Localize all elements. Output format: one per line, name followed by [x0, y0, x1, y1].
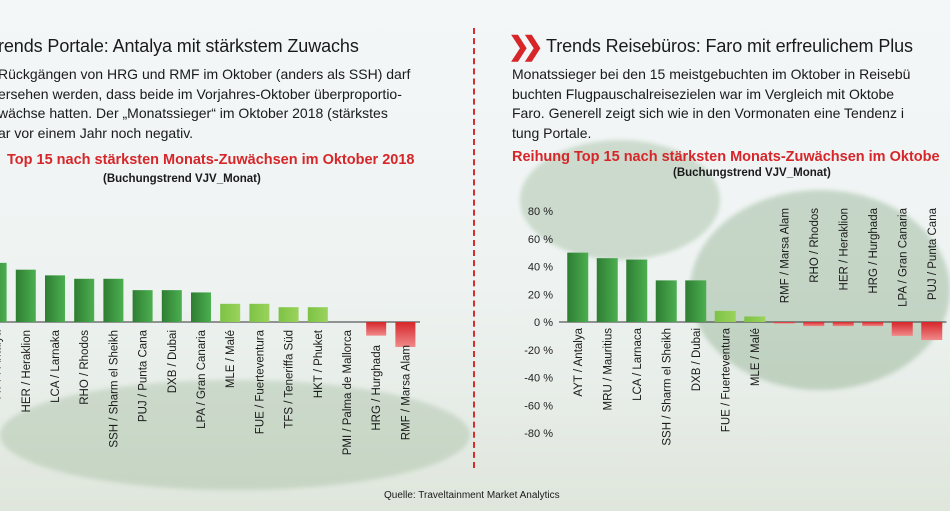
bar-ssh — [655, 280, 677, 322]
category-label: HER / Heraklion — [21, 330, 33, 412]
category-label: FUE / Fuerteventura — [720, 327, 732, 432]
bar-fue — [714, 310, 736, 322]
bar-lpa — [891, 322, 913, 336]
bar-hrg — [862, 322, 884, 327]
bar-lca — [626, 259, 648, 322]
bar-mle — [744, 316, 766, 322]
category-label: RHO / Rhodos — [79, 330, 91, 405]
bar-hkt — [307, 307, 328, 322]
bar-puj — [132, 290, 153, 322]
right-panel-title: Trends Reisebüros: Faro mit erfreulichem… — [546, 36, 913, 56]
bar-puj — [921, 322, 943, 341]
bar-rho — [803, 322, 825, 327]
right-panel: ❯❯ Trends Reisebüros: Faro mit erfreulic… — [480, 0, 950, 511]
right-chart-subtitle: (Buchungstrend VJV_Monat) — [673, 167, 831, 179]
bar-lca — [45, 275, 65, 322]
category-label: RMF / Marsa Alam — [400, 345, 412, 440]
bar-fue — [249, 303, 270, 322]
panel-divider — [473, 28, 475, 468]
category-label: HRG / Hurghada — [371, 344, 383, 430]
left-panel-title: rends Portale: Antalya mit stärkstem Zuw… — [0, 36, 359, 56]
bar-her — [15, 269, 36, 322]
bar-hrg — [366, 322, 387, 336]
category-label: HRG / Hurghada — [868, 207, 880, 293]
y-tick-label: 20 % — [528, 289, 553, 301]
category-label: PMI / Palma de Mallorca — [342, 329, 354, 455]
bar-rho — [74, 278, 95, 322]
category-label: FUE / Fuerteventura — [254, 329, 266, 434]
category-label: SSH / Sharm el Sheikh — [661, 328, 673, 446]
category-label: SSH / Sharm el Sheikh — [108, 330, 120, 448]
category-label: DXB / Dubai — [167, 330, 179, 393]
y-tick-label: 40 % — [528, 262, 553, 274]
y-tick-label: -80 % — [524, 428, 553, 440]
category-label: MLE / Malé — [225, 330, 237, 388]
bar-mru — [596, 258, 618, 322]
category-label: AYT / Antalya — [0, 329, 4, 398]
category-label: LCA / Larnaca — [632, 327, 644, 400]
bar-her — [832, 322, 854, 327]
y-tick-label: -20 % — [524, 345, 553, 357]
bar-lpa — [191, 292, 211, 322]
bar-rmf — [773, 322, 795, 324]
bar-ayt — [0, 262, 7, 322]
background-foliage — [690, 190, 950, 390]
category-label: DXB / Dubai — [691, 328, 703, 391]
category-label: LCA / Larnaka — [50, 329, 62, 402]
left-chart-title: Top 15 nach stärksten Monats-Zuwächsen i… — [7, 152, 415, 168]
bar-rmf — [395, 322, 416, 348]
bar-ayt — [567, 252, 589, 322]
category-label: PUJ / Punta Cana — [138, 329, 150, 422]
category-label: AYT / Antalya — [573, 327, 585, 396]
right-chart-title: Reihung Top 15 nach stärksten Monats-Zuw… — [512, 149, 940, 165]
bar-tfs — [278, 307, 299, 322]
right-panel-paragraph: Monatssieger bei den 15 meistgebuchten i… — [512, 66, 911, 141]
bar-mle — [220, 303, 241, 322]
bar-dxb — [685, 280, 707, 322]
source-note: Quelle: Traveltainment Market Analytics — [384, 490, 560, 501]
category-label: LPA / Gran Canaria — [897, 207, 909, 306]
y-tick-label: -40 % — [524, 373, 553, 385]
category-label: RHO / Rhodos — [809, 208, 821, 283]
bar-dxb — [161, 290, 182, 322]
y-tick-label: 0 % — [534, 317, 553, 329]
category-label: HER / Heraklion — [838, 208, 850, 290]
category-label: MRU / Mauritius — [602, 328, 614, 411]
category-label: HKT / Phuket — [313, 329, 325, 398]
background-foliage — [0, 380, 470, 490]
left-panel: rends Portale: Antalya mit stärkstem Zuw… — [0, 0, 470, 511]
y-tick-label: -60 % — [524, 400, 553, 412]
y-tick-label: 80 % — [528, 206, 553, 218]
category-label: RMF / Marsa Alam — [779, 208, 791, 303]
category-label: LPA / Gran Canaria — [196, 329, 208, 428]
category-label: MLE / Malé — [750, 328, 762, 386]
right-bar-chart: 80 % 60 % 40 % 20 % 0 % -20 % -40 % -60 % -80 % A… — [524, 206, 947, 446]
category-label: TFS / Teneriffa Süd — [284, 330, 296, 429]
bar-ssh — [103, 278, 124, 322]
background-foliage — [520, 140, 720, 260]
y-tick-label: 60 % — [528, 234, 553, 246]
category-label: PUJ / Punta Cana — [927, 207, 939, 300]
left-panel-paragraph: Rückgängen von HRG und RMF im Oktober (a… — [0, 66, 411, 141]
left-bar-chart: AYT / Antalya HER / Heraklion LCA / Larnak… — [0, 262, 420, 455]
left-chart-subtitle: (Buchungstrend VJV_Monat) — [103, 173, 261, 185]
